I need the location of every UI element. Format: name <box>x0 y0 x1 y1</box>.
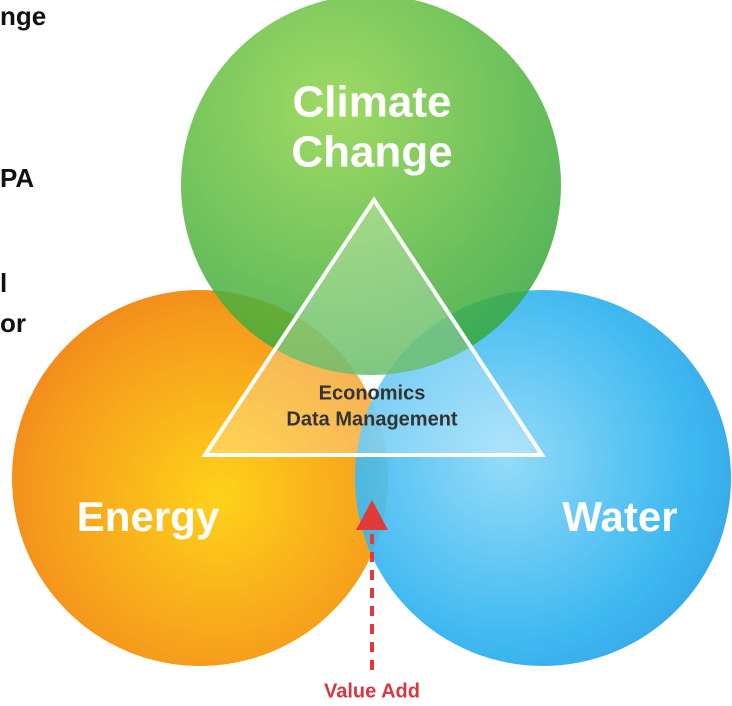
side-text: nge <box>0 1 46 31</box>
arrow-label: Value Add <box>324 680 420 702</box>
node-label: Water <box>562 493 677 540</box>
arrow-head <box>356 500 388 530</box>
node-label: Climate <box>293 78 452 127</box>
center-label: Economics <box>319 382 426 404</box>
node-label: Energy <box>77 493 220 540</box>
side-text: or <box>0 308 26 338</box>
side-text: PA <box>0 163 34 193</box>
energy-circle <box>12 290 388 666</box>
node-label: Change <box>291 128 452 177</box>
climate-circle <box>181 0 561 375</box>
side-text: l <box>0 268 7 298</box>
center-label: Data Management <box>286 408 457 430</box>
triangle <box>201 196 546 457</box>
water-circle <box>355 290 731 666</box>
